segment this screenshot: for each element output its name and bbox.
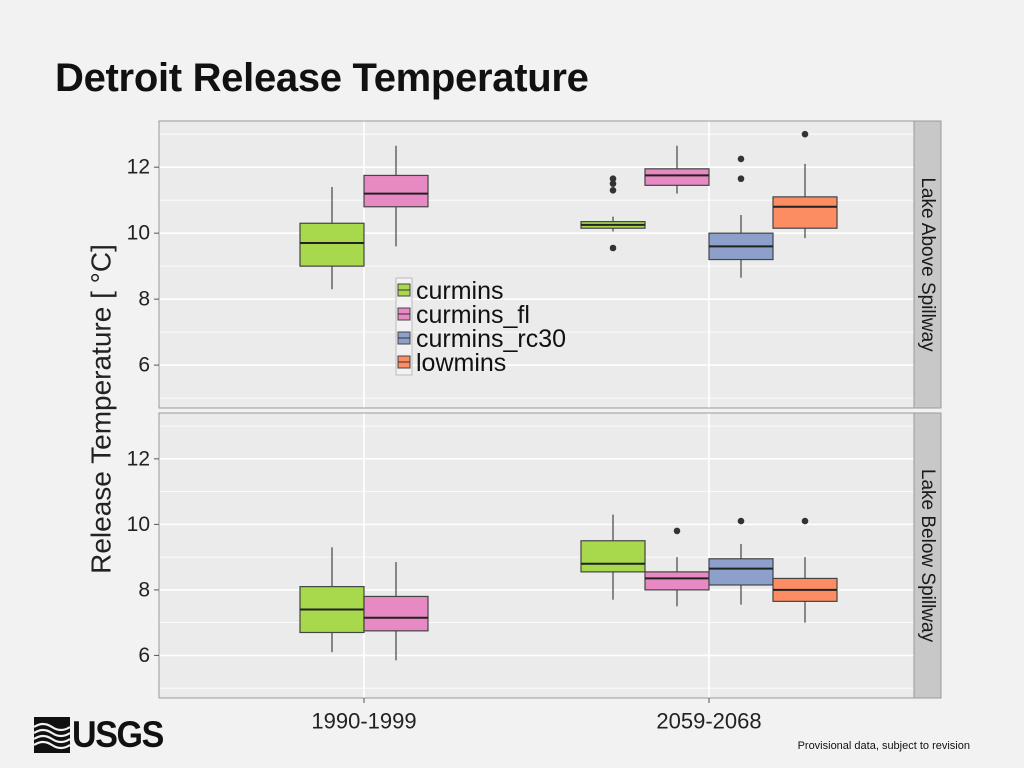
box-iqr — [363, 174, 429, 208]
outlier-point — [609, 186, 617, 194]
facet-strip — [913, 120, 942, 409]
logo-text: USGS — [72, 714, 164, 755]
x-tick-label: 2059-2068 — [656, 709, 761, 734]
slide-title: Detroit Release Temperature — [55, 56, 589, 100]
y-tick-label: 12 — [127, 156, 150, 179]
facet-strip-label: Lake Above Spillway — [917, 177, 938, 352]
box-iqr — [644, 168, 710, 186]
outlier-point — [609, 180, 617, 187]
facet-panel-below: Lake Below Spillway 6 8 10 12 — [127, 412, 942, 699]
outlier-point — [801, 130, 809, 138]
box-curmins_fl — [644, 527, 710, 607]
y-tick-label: 8 — [138, 288, 150, 311]
box-curmins_fl — [363, 562, 429, 661]
box-curmins — [580, 175, 646, 252]
facet-panel-above: Lake Above Spillway 6 8 10 12 — [127, 120, 942, 409]
box-iqr — [363, 595, 429, 632]
y-tick-label: 8 — [138, 578, 150, 601]
box-curmins — [580, 514, 646, 600]
outlier-point — [609, 175, 617, 183]
outlier-point — [737, 155, 745, 163]
outlier-point — [609, 244, 617, 252]
legend-label-lowmins: lowmins — [416, 349, 506, 377]
legend-label-curmins_rc30: curmins_rc30 — [416, 325, 566, 353]
box-curmins_fl — [644, 145, 710, 194]
usgs-logo: USGS — [34, 716, 171, 753]
y-tick-label: 12 — [127, 447, 150, 470]
x-tick-label: 1990-1999 — [311, 709, 416, 734]
outlier-point — [801, 517, 809, 525]
y-tick-label: 10 — [127, 222, 150, 245]
box-iqr — [708, 558, 774, 586]
box-lowmins — [772, 517, 838, 623]
usgs-wave-icon — [34, 716, 70, 753]
outlier-point — [737, 517, 745, 525]
y-axis-title: Release Temperature [ °C] — [86, 244, 117, 574]
legend-key-frame — [395, 277, 413, 376]
legend-label-curmins: curmins — [416, 277, 504, 305]
legend-label-curmins_fl: curmins_fl — [416, 301, 530, 329]
box-curmins_rc30 — [708, 155, 774, 278]
box-iqr — [299, 222, 365, 267]
y-tick-label: 6 — [138, 644, 150, 667]
panel-background — [159, 121, 914, 408]
box-iqr — [772, 196, 838, 229]
box-iqr — [644, 571, 710, 591]
box-lowmins — [772, 130, 838, 239]
box-curmins — [299, 186, 365, 290]
y-tick-label: 10 — [127, 513, 150, 536]
facet-strip — [913, 412, 942, 699]
outlier-point — [737, 175, 745, 183]
box-curmins_fl — [363, 145, 429, 247]
box-curmins — [299, 547, 365, 653]
outlier-point — [673, 527, 681, 535]
facet-strip-label: Lake Below Spillway — [917, 469, 938, 643]
panel-background — [159, 413, 914, 698]
y-tick-label: 6 — [138, 354, 150, 377]
box-curmins_rc30 — [708, 517, 774, 605]
box-iqr — [580, 540, 646, 573]
provisional-note: Provisional data, subject to revision — [797, 740, 970, 752]
